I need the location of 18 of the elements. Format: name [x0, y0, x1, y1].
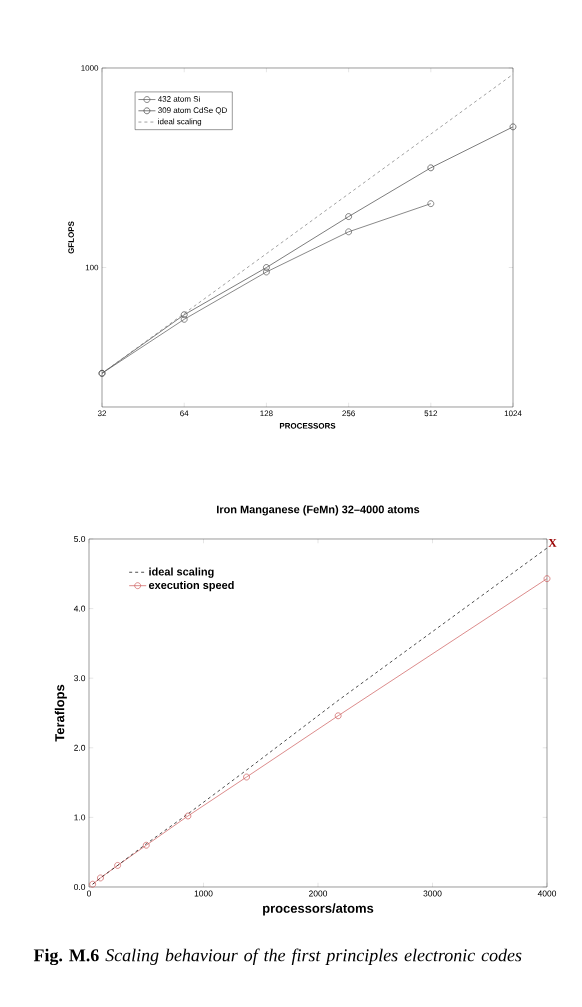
x-axis-title: processors/atoms	[263, 903, 374, 916]
x-tick-label: 1000	[194, 890, 213, 897]
x-tick-label: 0	[86, 890, 92, 897]
annotation: X	[548, 539, 557, 547]
y-tick-label: 5.0	[74, 536, 86, 542]
legend-label: ideal scaling	[149, 567, 214, 578]
x-tick-label: 2000	[309, 890, 328, 897]
y-tick-label: 1.0	[74, 814, 86, 821]
y-tick-label: 4.0	[73, 605, 86, 612]
x-tick-label: 4000	[537, 890, 557, 897]
text: Fig. M.6 Scaling behaviour of the first principles electronic codes	[33, 948, 522, 966]
chart-title: Iron Manganese (FeMn) 32–4000 atoms	[217, 505, 420, 516]
y-axis-title: Teraflops	[54, 684, 67, 742]
y-tick-label: 2.0	[74, 744, 86, 751]
x-tick-label: 3000	[423, 890, 442, 897]
legend-label: execution speed	[148, 580, 234, 592]
y-tick-label: 3.0	[74, 675, 86, 682]
y-tick-label: 0.0	[74, 884, 86, 890]
